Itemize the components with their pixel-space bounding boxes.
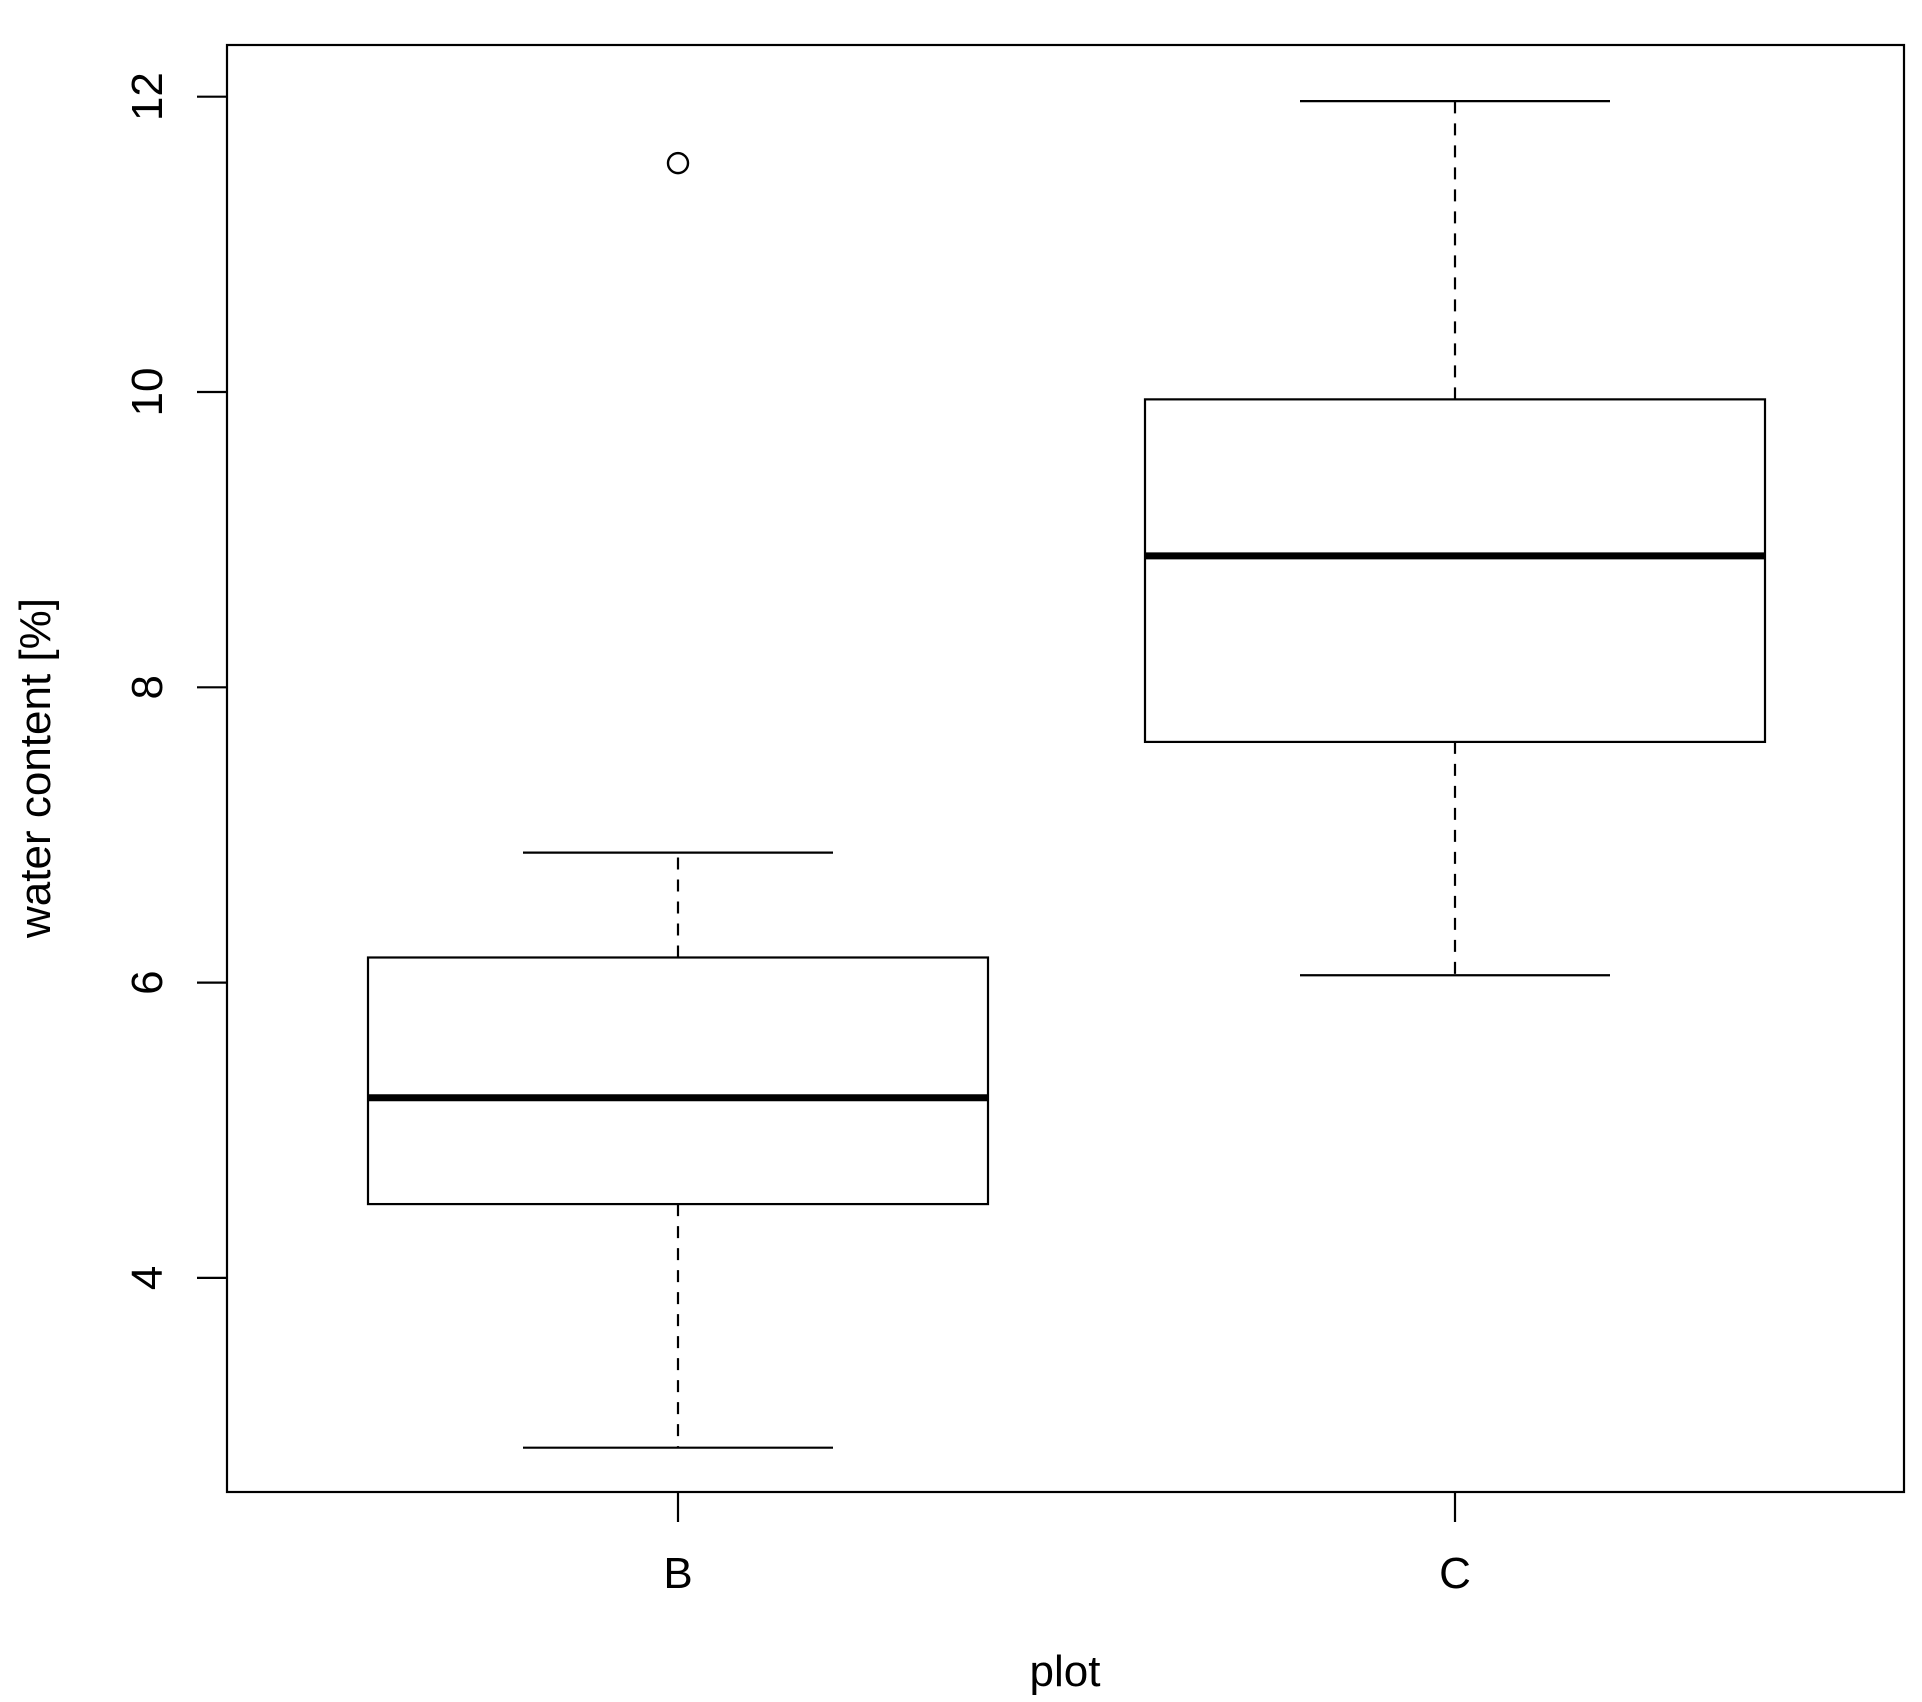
y-tick-label: 6 (123, 970, 172, 994)
plot-frame (225, 43, 1906, 1494)
outlier-point (666, 151, 690, 175)
y-tick-label: 10 (123, 368, 172, 417)
y-axis: 4 6 8 10 12 (123, 72, 227, 1290)
x-tick-label: B (663, 1549, 692, 1598)
y-tick-label: 12 (123, 72, 172, 121)
iqr-box (366, 956, 990, 1206)
y-axis-label: water content [%] (11, 598, 60, 939)
y-tick-label: 8 (123, 675, 172, 699)
iqr-box (1143, 398, 1767, 744)
box-B (366, 151, 990, 1449)
boxes-layer (366, 100, 1767, 1449)
x-tick-label: C (1439, 1549, 1471, 1598)
box-C (1143, 100, 1767, 977)
x-axis-label: plot (1030, 1647, 1101, 1696)
y-tick-label: 4 (123, 1266, 172, 1290)
